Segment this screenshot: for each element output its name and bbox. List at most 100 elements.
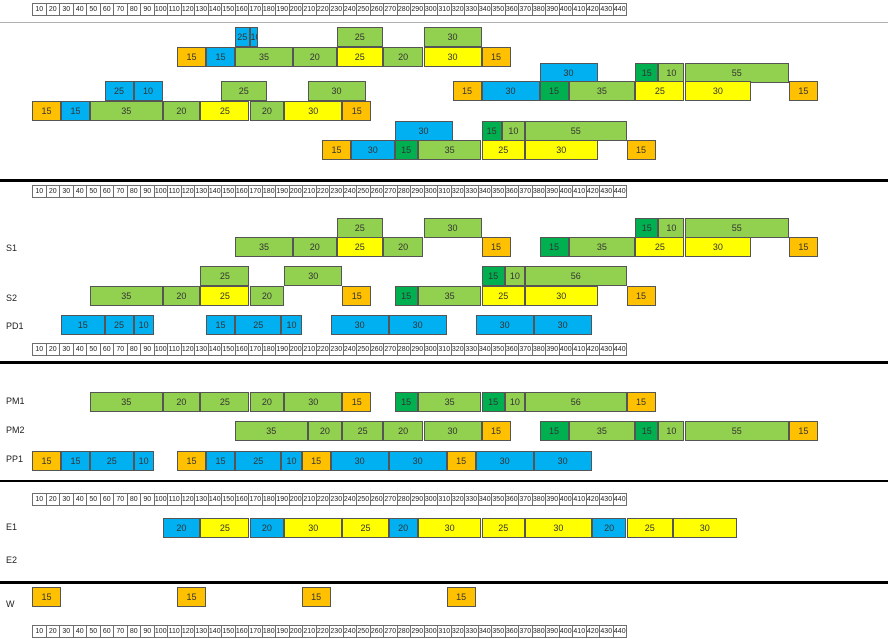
ruler-tick: 40 xyxy=(72,185,87,198)
task-block: 15 xyxy=(539,81,569,101)
ruler-tick: 160 xyxy=(234,625,249,638)
task-block: 20 xyxy=(162,518,201,538)
ruler-tick: 260 xyxy=(369,3,384,16)
ruler-tick: 210 xyxy=(302,3,317,16)
task-block: 20 xyxy=(249,101,285,121)
ruler-tick: 390 xyxy=(545,343,560,356)
ruler-tick: 320 xyxy=(450,3,465,16)
task-block: 30 xyxy=(533,315,592,335)
task-block: 15 xyxy=(626,140,656,160)
task-block: 30 xyxy=(417,518,482,538)
task-block: 25 xyxy=(336,237,383,257)
task-block: 15 xyxy=(177,451,206,471)
ruler-tick: 10 xyxy=(32,343,47,356)
ruler-tick: 410 xyxy=(572,185,587,198)
ruler-tick: 290 xyxy=(410,185,425,198)
ruler-tick: 80 xyxy=(126,185,141,198)
ruler-tick: 400 xyxy=(558,3,573,16)
ruler-tick: 160 xyxy=(234,185,249,198)
task-block: 10 xyxy=(504,392,525,412)
ruler-tick: 80 xyxy=(126,343,141,356)
ruler-tick: 100 xyxy=(153,185,168,198)
task-block: 55 xyxy=(684,218,789,238)
task-block: 30 xyxy=(351,140,395,160)
ruler-tick: 180 xyxy=(261,625,276,638)
ruler-tick: 430 xyxy=(599,625,614,638)
ruler-tick: 190 xyxy=(275,3,290,16)
task-block: 10 xyxy=(281,315,302,335)
ruler-tick: 390 xyxy=(545,625,560,638)
ruler-tick: 70 xyxy=(113,343,128,356)
ruler-tick: 380 xyxy=(531,3,546,16)
task-block: 25 xyxy=(635,81,685,101)
ruler-tick: 90 xyxy=(140,343,155,356)
ruler-tick: 100 xyxy=(153,3,168,16)
ruler-tick: 170 xyxy=(248,185,263,198)
task-block: 15 xyxy=(481,47,511,67)
ruler-tick: 150 xyxy=(221,493,236,506)
task-block: 10 xyxy=(249,27,259,47)
ruler-tick: 200 xyxy=(288,625,303,638)
ruler-tick: 440 xyxy=(612,625,627,638)
time-ruler: 10 20 30 40 50 60 70 80 90 100 110 120 130 140 150 160 1… xyxy=(32,625,627,638)
task-block: 30 xyxy=(394,121,453,141)
ruler-tick: 250 xyxy=(356,185,371,198)
ruler-tick: 160 xyxy=(234,343,249,356)
ruler-tick: 230 xyxy=(329,3,344,16)
task-block: 15 xyxy=(635,63,659,83)
ruler-tick: 260 xyxy=(369,343,384,356)
task-block: 35 xyxy=(417,392,482,412)
ruler-tick: 200 xyxy=(288,493,303,506)
ruler-tick: 240 xyxy=(342,185,357,198)
ruler-tick: 50 xyxy=(86,625,101,638)
task-block: 20 xyxy=(162,101,201,121)
ruler-tick: 60 xyxy=(99,3,114,16)
row-label-pd1: PD1 xyxy=(6,321,24,331)
task-block: 25 xyxy=(336,218,383,238)
ruler-tick: 20 xyxy=(45,343,60,356)
task-block: 30 xyxy=(423,421,482,441)
ruler-tick: 420 xyxy=(585,3,600,16)
task-block: 15 xyxy=(206,451,235,471)
ruler-tick: 400 xyxy=(558,343,573,356)
ruler-tick: 430 xyxy=(599,493,614,506)
ruler-tick: 300 xyxy=(423,3,438,16)
ruler-tick: 320 xyxy=(450,493,465,506)
task-block: 55 xyxy=(684,421,789,441)
task-block: 15 xyxy=(539,237,569,257)
ruler-tick: 420 xyxy=(585,625,600,638)
ruler-tick: 270 xyxy=(383,3,398,16)
task-block: 15 xyxy=(626,286,656,306)
task-block: 15 xyxy=(481,266,505,286)
ruler-tick: 240 xyxy=(342,3,357,16)
ruler-tick: 280 xyxy=(396,493,411,506)
ruler-tick: 130 xyxy=(194,185,209,198)
task-block: 30 xyxy=(684,237,752,257)
ruler-tick: 140 xyxy=(207,343,222,356)
ruler-tick: 60 xyxy=(99,493,114,506)
ruler-tick: 170 xyxy=(248,343,263,356)
task-block: 20 xyxy=(307,421,343,441)
ruler-tick: 150 xyxy=(221,3,236,16)
ruler-tick: 310 xyxy=(437,343,452,356)
ruler-tick: 350 xyxy=(491,185,506,198)
ruler-tick: 90 xyxy=(140,493,155,506)
ruler-tick: 390 xyxy=(545,493,560,506)
ruler-tick: 350 xyxy=(491,493,506,506)
ruler-tick: 420 xyxy=(585,343,600,356)
task-block: 30 xyxy=(388,315,447,335)
task-block: 15 xyxy=(446,587,476,607)
ruler-tick: 380 xyxy=(531,493,546,506)
ruler-tick: 130 xyxy=(194,625,209,638)
task-block: 35 xyxy=(235,237,293,257)
ruler-tick: 180 xyxy=(261,185,276,198)
task-block: 10 xyxy=(658,421,685,441)
ruler-tick: 90 xyxy=(140,3,155,16)
row-label-s2: S2 xyxy=(6,293,18,303)
task-block: 25 xyxy=(481,518,525,538)
task-block: 15 xyxy=(539,421,569,441)
row-label-e1: E1 xyxy=(6,522,18,532)
task-block: 15 xyxy=(177,587,206,607)
ruler-tick: 440 xyxy=(612,185,627,198)
ruler-tick: 310 xyxy=(437,3,452,16)
